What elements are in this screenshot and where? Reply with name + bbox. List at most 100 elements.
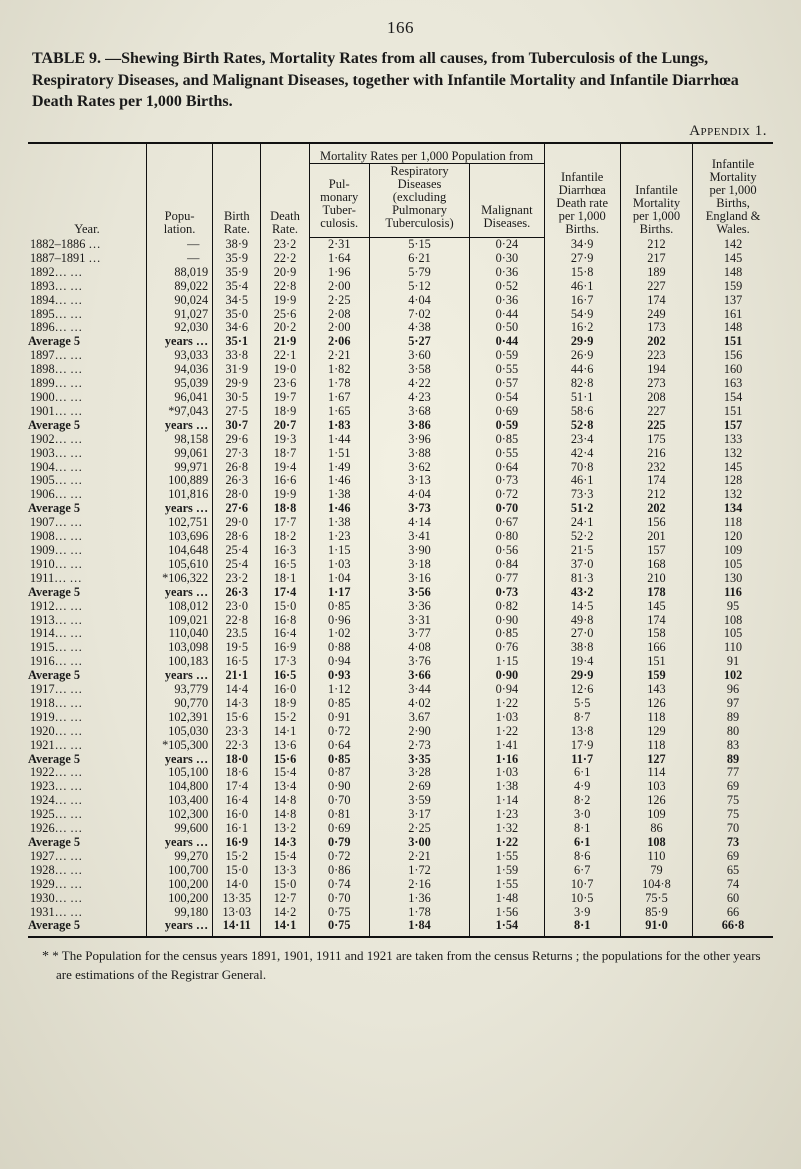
cell-birth-rate: 28·0 bbox=[213, 488, 261, 502]
cell-inf-mortality: 227 bbox=[620, 279, 692, 293]
cell-inf-mortality: 114 bbox=[620, 766, 692, 780]
table-row: 1908… …103,69628·618·21·233·410·8052·220… bbox=[28, 530, 773, 544]
cell-respiratory: 3·36 bbox=[369, 599, 469, 613]
table-title: —Shewing Birth Rates, Mortality Rates fr… bbox=[32, 50, 739, 110]
cell-year: 1912… … bbox=[28, 599, 146, 613]
cell-pulmonary: 1·15 bbox=[309, 543, 369, 557]
cell-malignant: 0·80 bbox=[470, 530, 544, 544]
table-row: 1922… …105,10018·615·40·873·281·036·1114… bbox=[28, 766, 773, 780]
cell-year: Average 5 bbox=[28, 502, 146, 516]
cell-malignant: 0·55 bbox=[470, 446, 544, 460]
cell-malignant: 0·30 bbox=[470, 251, 544, 265]
cell-death-rate: 18·2 bbox=[261, 530, 309, 544]
cell-diarrhoea: 8·1 bbox=[544, 919, 620, 937]
cell-inf-ew: 83 bbox=[693, 738, 773, 752]
cell-inf-ew: 134 bbox=[693, 502, 773, 516]
cell-population: 102,300 bbox=[146, 808, 212, 822]
cell-respiratory: 3·35 bbox=[369, 752, 469, 766]
cell-malignant: 1·16 bbox=[470, 752, 544, 766]
table-row: 1897… …93,03333·822·12·213·600·5926·9223… bbox=[28, 349, 773, 363]
cell-diarrhoea: 29·9 bbox=[544, 335, 620, 349]
cell-population: 94,036 bbox=[146, 363, 212, 377]
cell-inf-ew: 80 bbox=[693, 724, 773, 738]
cell-death-rate: 22·2 bbox=[261, 251, 309, 265]
cell-respiratory: 4·04 bbox=[369, 293, 469, 307]
cell-birth-rate: 23·2 bbox=[213, 571, 261, 585]
cell-inf-ew: 159 bbox=[693, 279, 773, 293]
cell-inf-mortality: 217 bbox=[620, 251, 692, 265]
cell-year: 1923… … bbox=[28, 780, 146, 794]
footnote: * * The Population for the census years … bbox=[56, 948, 763, 983]
cell-malignant: 1·22 bbox=[470, 724, 544, 738]
cell-inf-ew: 132 bbox=[693, 488, 773, 502]
cell-birth-rate: 33·8 bbox=[213, 349, 261, 363]
cell-year: 1906… … bbox=[28, 488, 146, 502]
cell-pulmonary: 1·64 bbox=[309, 251, 369, 265]
cell-pulmonary: 0·91 bbox=[309, 710, 369, 724]
cell-inf-mortality: 216 bbox=[620, 446, 692, 460]
cell-malignant: 0·73 bbox=[470, 474, 544, 488]
cell-death-rate: 16·5 bbox=[261, 557, 309, 571]
table-row: Average 5years …18·015·60·853·351·1611·7… bbox=[28, 752, 773, 766]
cell-population: 104,648 bbox=[146, 543, 212, 557]
table-row: 1930… …100,20013·3512·70·701·361·4810·57… bbox=[28, 891, 773, 905]
cell-birth-rate: 15·6 bbox=[213, 710, 261, 724]
col-pulmonary: Pul- monary Tuber- culosis. bbox=[309, 164, 369, 237]
cell-inf-ew: 96 bbox=[693, 683, 773, 697]
table-row: Average 5years …21·116·50·933·660·9029·9… bbox=[28, 669, 773, 683]
cell-year: 1892… … bbox=[28, 265, 146, 279]
cell-birth-rate: 29·6 bbox=[213, 432, 261, 446]
cell-pulmonary: 0·85 bbox=[309, 752, 369, 766]
cell-pulmonary: 0·72 bbox=[309, 724, 369, 738]
cell-respiratory: 3·28 bbox=[369, 766, 469, 780]
cell-death-rate: 14·3 bbox=[261, 836, 309, 850]
cell-pulmonary: 0·64 bbox=[309, 738, 369, 752]
table-row: 1896… …92,03034·620·22·004·380·5016·2173… bbox=[28, 321, 773, 335]
table-row: 1907… …102,75129·017·71·384·140·6724·115… bbox=[28, 516, 773, 530]
cell-respiratory: 3·66 bbox=[369, 669, 469, 683]
cell-birth-rate: 16·9 bbox=[213, 836, 261, 850]
cell-inf-mortality: 227 bbox=[620, 404, 692, 418]
cell-malignant: 0·55 bbox=[470, 363, 544, 377]
table-row: 1906… …101,81628·019·91·384·040·7273·321… bbox=[28, 488, 773, 502]
cell-malignant: 0·73 bbox=[470, 585, 544, 599]
cell-malignant: 0·85 bbox=[470, 627, 544, 641]
cell-population: years … bbox=[146, 418, 212, 432]
cell-year: 1925… … bbox=[28, 808, 146, 822]
cell-pulmonary: 1·46 bbox=[309, 474, 369, 488]
cell-respiratory: 3·60 bbox=[369, 349, 469, 363]
cell-inf-mortality: 104·8 bbox=[620, 877, 692, 891]
cell-death-rate: 14·8 bbox=[261, 794, 309, 808]
cell-pulmonary: 1·96 bbox=[309, 265, 369, 279]
cell-inf-mortality: 118 bbox=[620, 710, 692, 724]
cell-pulmonary: 2·08 bbox=[309, 307, 369, 321]
cell-respiratory: 3·58 bbox=[369, 363, 469, 377]
cell-diarrhoea: 70·8 bbox=[544, 460, 620, 474]
cell-pulmonary: 0·85 bbox=[309, 696, 369, 710]
cell-birth-rate: 17·4 bbox=[213, 780, 261, 794]
cell-year: 1905… … bbox=[28, 474, 146, 488]
cell-population: years … bbox=[146, 919, 212, 937]
cell-population: years … bbox=[146, 669, 212, 683]
cell-respiratory: 3·16 bbox=[369, 571, 469, 585]
table-row: 1902… …98,15829·619·31·443·960·8523·4175… bbox=[28, 432, 773, 446]
cell-inf-ew: 109 bbox=[693, 543, 773, 557]
cell-respiratory: 4·08 bbox=[369, 641, 469, 655]
cell-malignant: 1·41 bbox=[470, 738, 544, 752]
cell-pulmonary: 0·86 bbox=[309, 863, 369, 877]
cell-birth-rate: 35·4 bbox=[213, 279, 261, 293]
cell-malignant: 0·94 bbox=[470, 683, 544, 697]
cell-diarrhoea: 19·4 bbox=[544, 655, 620, 669]
cell-population: 110,040 bbox=[146, 627, 212, 641]
cell-malignant: 0·76 bbox=[470, 641, 544, 655]
cell-pulmonary: 1·12 bbox=[309, 683, 369, 697]
cell-population: *97,043 bbox=[146, 404, 212, 418]
table-row: 1926… …99,60016·113·20·692·251·328·18670 bbox=[28, 822, 773, 836]
cell-population: 105,030 bbox=[146, 724, 212, 738]
cell-diarrhoea: 54·9 bbox=[544, 307, 620, 321]
table-row: 1894… …90,02434·519·92·254·040·3616·7174… bbox=[28, 293, 773, 307]
cell-year: 1887–1891 … bbox=[28, 251, 146, 265]
cell-year: 1908… … bbox=[28, 530, 146, 544]
cell-inf-mortality: 129 bbox=[620, 724, 692, 738]
cell-inf-mortality: 166 bbox=[620, 641, 692, 655]
